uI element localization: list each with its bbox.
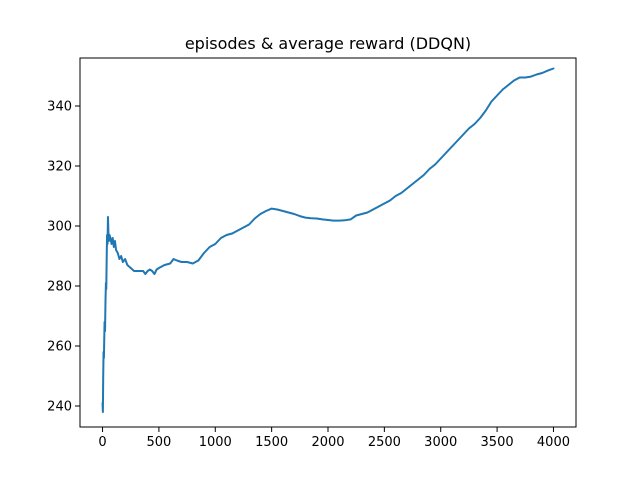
- x-axis-ticks: 0 500 1000 1500 2000 2500 3000 3500 4000: [98, 427, 570, 450]
- y-tick-label: 340: [47, 100, 72, 115]
- x-tick-label: 500: [146, 435, 171, 450]
- y-tick-label: 280: [47, 280, 72, 295]
- series-line: [103, 69, 554, 413]
- x-tick-label: 2500: [368, 435, 401, 450]
- plot-area-frame: [80, 58, 576, 427]
- y-axis-ticks: 240 260 280 300 320 340: [47, 100, 80, 415]
- x-tick-label: 1500: [255, 435, 288, 450]
- y-tick-label: 320: [47, 160, 72, 175]
- y-tick-label: 300: [47, 220, 72, 235]
- x-tick-label: 1000: [199, 435, 232, 450]
- y-tick-label: 240: [47, 400, 72, 415]
- x-tick-label: 3500: [481, 435, 514, 450]
- x-tick-label: 3000: [424, 435, 457, 450]
- x-tick-label: 2000: [311, 435, 344, 450]
- x-tick-label: 0: [98, 435, 106, 450]
- chart-title: episodes & average reward (DDQN): [185, 34, 471, 53]
- x-tick-label: 4000: [537, 435, 570, 450]
- y-tick-label: 260: [47, 340, 72, 355]
